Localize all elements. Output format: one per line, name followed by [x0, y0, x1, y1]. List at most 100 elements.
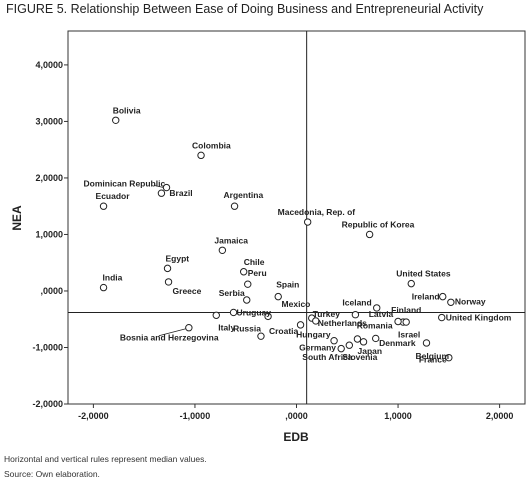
source-note: Source: Own elaboration. — [4, 469, 100, 479]
leader-line — [154, 185, 164, 188]
data-points — [99, 116, 455, 362]
point-label: Japan — [358, 346, 383, 356]
data-point — [244, 280, 252, 288]
point-label: Argentina — [224, 190, 264, 200]
point-label: Italy — [218, 322, 235, 332]
point-label: Netherlands — [318, 318, 367, 328]
point-label: Turkey — [313, 309, 341, 319]
data-point — [197, 151, 205, 160]
point-label: Russia — [233, 323, 261, 333]
data-point — [218, 246, 227, 254]
y-tick-label: 1,0000 — [35, 229, 63, 239]
point-label: South Africa — [302, 352, 352, 362]
data-point — [99, 202, 108, 210]
data-point — [402, 318, 410, 326]
data-point — [99, 283, 108, 292]
data-point — [243, 296, 251, 304]
label-leader-lines — [154, 185, 186, 337]
data-point — [422, 339, 431, 347]
median-note: Horizontal and vertical rules represent … — [4, 454, 207, 464]
point-label: Peru — [248, 268, 267, 278]
median-lines — [68, 31, 525, 404]
data-point — [303, 218, 312, 226]
x-tick-label: ,0000 — [285, 411, 308, 421]
data-point — [439, 292, 447, 301]
y-axis-label: NEA — [10, 205, 24, 231]
point-label: Germany — [299, 343, 336, 353]
point-label: Croatia — [269, 326, 299, 336]
data-point — [373, 304, 381, 312]
data-point — [353, 335, 362, 343]
point-label: France — [419, 355, 447, 365]
data-point — [164, 278, 173, 286]
point-label: Denmark — [379, 338, 416, 348]
point-label: Belgium — [415, 351, 449, 361]
point-label: Slovenia — [342, 352, 377, 362]
y-tick-label: 4,0000 — [35, 60, 63, 70]
data-point — [157, 189, 166, 197]
point-label: Bolivia — [113, 105, 141, 115]
data-point — [445, 353, 453, 362]
point-label: United Kingdom — [446, 313, 512, 323]
x-axis-ticks: -2,0000 -1,0000 ,0000 1,0000 2,0000 — [78, 404, 513, 421]
point-label: Macedonia, Rep. of — [278, 207, 356, 217]
x-tick-label: -1,0000 — [180, 411, 211, 421]
point-label: Norway — [455, 296, 486, 306]
point-label: Greece — [173, 286, 202, 296]
point-label: Finland — [391, 305, 421, 315]
point-label: United States — [396, 269, 451, 279]
data-point — [229, 308, 238, 317]
data-point — [185, 324, 193, 332]
point-label: Chile — [244, 257, 265, 267]
figure-title: FIGURE 5. Relationship Between Ease of D… — [6, 2, 484, 16]
data-point — [438, 313, 446, 322]
y-tick-label: -1,0000 — [32, 342, 63, 352]
point-label: Republic of Korea — [342, 219, 415, 229]
data-point — [296, 321, 305, 329]
x-tick-label: 2,0000 — [486, 411, 514, 421]
point-label: Spain — [276, 280, 299, 290]
x-tick-label: 1,0000 — [384, 411, 412, 421]
data-point — [407, 279, 415, 288]
data-point — [330, 337, 338, 345]
data-point — [359, 338, 368, 346]
data-point — [312, 317, 320, 325]
data-point — [337, 344, 345, 353]
y-tick-label: ,0000 — [40, 286, 63, 296]
y-tick-label: 2,0000 — [35, 173, 63, 183]
point-label: Colombia — [192, 140, 231, 150]
point-label: Jamaica — [214, 235, 248, 245]
point-label: Latvia — [369, 309, 394, 319]
point-label: Israel — [398, 329, 420, 339]
point-label: Uruguay — [237, 307, 272, 317]
data-point — [212, 311, 220, 319]
x-axis-label: EDB — [283, 430, 309, 444]
y-tick-label: 3,0000 — [35, 116, 63, 126]
y-tick-label: -2,0000 — [32, 399, 63, 409]
data-point — [365, 230, 374, 239]
data-point — [447, 298, 455, 306]
data-point — [239, 268, 248, 276]
point-label: Serbia — [219, 288, 245, 298]
point-label: Hungary — [296, 330, 331, 340]
data-point — [163, 264, 172, 273]
point-label: Dominican Republic — [84, 179, 166, 189]
point-label: Ireland — [412, 292, 440, 302]
data-point — [345, 341, 354, 349]
data-point — [230, 202, 239, 210]
plot-frame — [67, 30, 526, 405]
data-point — [264, 312, 272, 321]
point-label: Mexico — [282, 299, 311, 309]
data-point — [257, 332, 265, 340]
point-label: Brazil — [169, 188, 192, 198]
point-label: India — [103, 273, 123, 283]
x-tick-label: -2,0000 — [78, 411, 109, 421]
data-point — [372, 334, 380, 343]
data-point — [274, 292, 282, 301]
y-axis-ticks: -2,0000 -1,0000 ,0000 1,0000 2,0000 3,0000 4,0… — [32, 60, 68, 409]
data-point — [112, 116, 120, 124]
point-label: Romania — [357, 320, 393, 330]
data-point — [351, 311, 360, 319]
